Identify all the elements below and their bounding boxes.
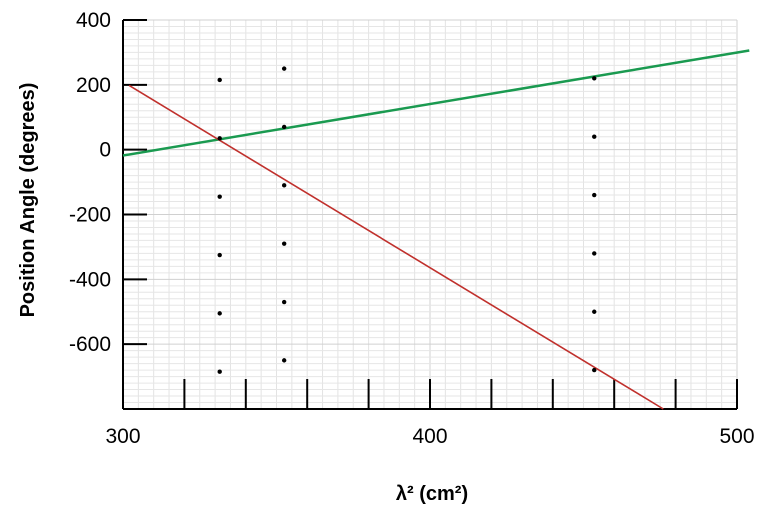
data-point [281,299,287,305]
data-point [217,311,222,316]
tick-labels: 400 200 0 -200 -400 -600 300 400 500 [69,9,755,448]
data-point [217,194,222,199]
x-tick-label: 400 [412,425,447,448]
data-point [592,309,597,314]
trend-line [122,49,750,157]
x-tick-label: 500 [719,425,754,448]
data-point [281,66,287,71]
data-point [217,77,222,83]
x-tick-label: 300 [105,425,140,448]
axes [122,19,738,410]
grid [122,19,738,410]
data-point [592,192,597,198]
data-point [592,251,597,256]
data-point [281,183,287,188]
data-point [281,241,287,246]
data-point [592,367,597,373]
y-tick-label: -400 [69,268,111,291]
y-axis-title: Position Angle (degrees) [17,83,39,318]
data-point [217,369,222,374]
data-point [217,136,222,141]
data-series [122,49,750,410]
y-tick-label: -200 [69,204,111,227]
x-axis-title: λ² (cm²) [396,483,468,505]
y-tick-label: 0 [99,139,111,162]
data-point [592,76,597,81]
data-point [217,252,222,258]
data-point [281,124,287,130]
y-tick-label: -600 [69,333,111,356]
data-point [592,134,597,139]
y-tick-label: 400 [76,9,111,32]
data-point [281,358,287,363]
y-tick-label: 200 [76,74,111,97]
